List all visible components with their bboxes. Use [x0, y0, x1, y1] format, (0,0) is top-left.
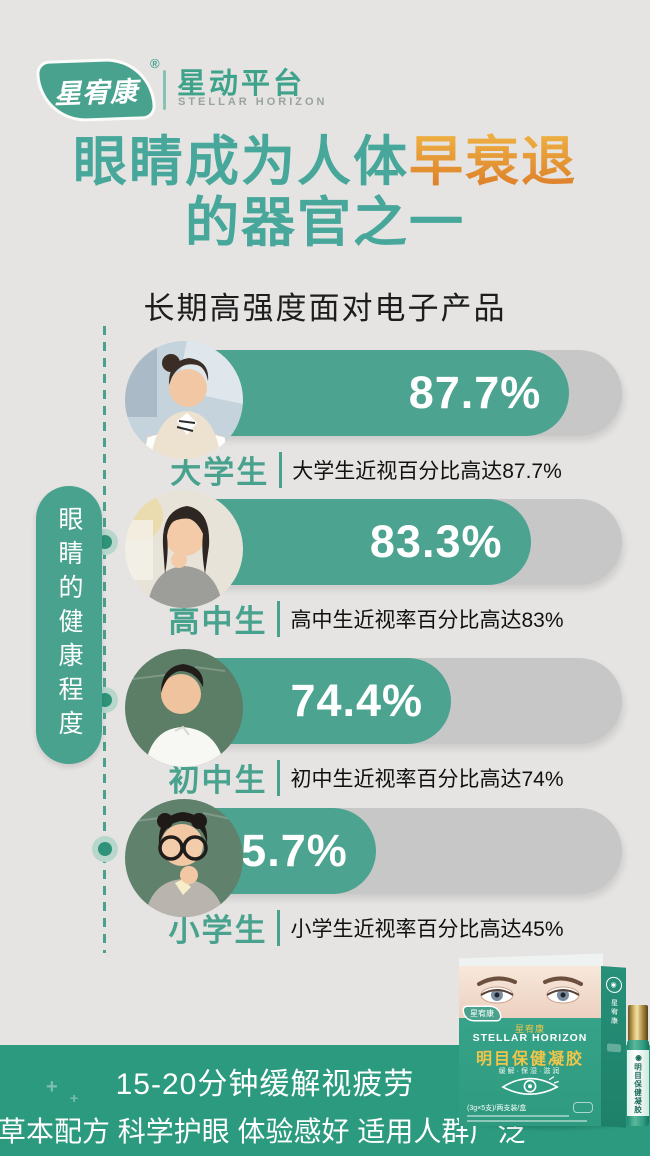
- title-highlight: 早衰退: [409, 132, 577, 192]
- category-description: 大学生近视百分比高达87.7%: [292, 459, 562, 483]
- label-divider: [277, 600, 281, 637]
- eye-icon: [605, 976, 622, 994]
- bar-value-label: 83.3%: [369, 516, 503, 567]
- platform-name: 星动平台: [177, 68, 306, 100]
- box-eyes-photo: [459, 966, 601, 1018]
- bar-value-label: 87.7%: [408, 367, 542, 418]
- box-brand-en: STELLAR HORIZON: [472, 1032, 588, 1044]
- registered-trademark-icon: ®: [150, 56, 160, 71]
- chart-title: 长期高强度面对电子产品: [143, 291, 507, 326]
- category-description: 高中生近视率百分比高达83%: [290, 608, 564, 632]
- box-side-brand: 星宥康: [610, 998, 618, 1027]
- student-photo-primary: [125, 799, 243, 917]
- row-label-middleschool: 初中生 初中生近视率百分比高达74%: [110, 755, 622, 800]
- chart-row-highschool: 83.3% 高中生 高中生近视率百分比高达83%: [0, 490, 650, 640]
- label-divider: [277, 759, 281, 796]
- banner-line1: 15-20分钟缓解视疲劳: [115, 1068, 415, 1101]
- category-label: 大学生: [170, 455, 270, 490]
- title-line2: 的器官之一: [185, 193, 465, 253]
- brand-logo-text: 星宥康: [53, 76, 139, 109]
- y-axis-label: 眼睛的健康程度: [55, 506, 83, 744]
- student-photo-highschool: [125, 490, 243, 608]
- plus-decoration-icon: [46, 1076, 58, 1099]
- box-brand-cn: 星宥康: [514, 1024, 545, 1034]
- category-label: 初中生: [168, 763, 268, 798]
- plus-decoration-icon: [70, 1090, 78, 1106]
- college-student-illustration: [125, 341, 243, 459]
- box-mini-logo: 星宥康: [464, 1007, 500, 1020]
- bottom-banner: 15-20分钟缓解视疲劳 草本配方 科学护眼 体验感好 适用人群广泛: [0, 1045, 650, 1156]
- chart-row-college: 87.7% 大学生 大学生近视百分比高达87.7%: [0, 341, 650, 491]
- highschool-student-illustration: [125, 490, 243, 608]
- banner-line2: 草本配方 科学护眼 体验感好 适用人群广泛: [0, 1116, 526, 1147]
- label-divider: [277, 909, 281, 946]
- label-divider: [279, 451, 283, 488]
- page-title: 眼睛成为人体早衰退 的器官之一: [0, 132, 650, 254]
- category-description: 小学生近视率百分比高达45%: [290, 917, 564, 941]
- row-label-college: 大学生 大学生近视百分比高达87.7%: [110, 447, 622, 492]
- y-axis-label-pill: 眼睛的健康程度: [36, 486, 102, 764]
- category-label: 高中生: [168, 604, 268, 639]
- chart-row-middleschool: 74.4% 初中生 初中生近视率百分比高达74%: [0, 649, 650, 799]
- category-label: 小学生: [168, 913, 268, 948]
- middleschool-student-illustration: [125, 649, 243, 767]
- category-description: 初中生近视率百分比高达74%: [290, 767, 564, 791]
- primary-student-illustration: [125, 799, 243, 917]
- dashed-axis-line: [103, 326, 106, 953]
- banner-text-block: 15-20分钟缓解视疲劳 草本配方 科学护眼 体验感好 适用人群广泛: [0, 1059, 526, 1150]
- row-label-highschool: 高中生 高中生近视率百分比高达83%: [110, 596, 622, 641]
- header-divider: [163, 70, 166, 110]
- title-line1-teal: 眼睛成为人体: [73, 132, 409, 192]
- bar-value-label: 74.4%: [290, 675, 424, 726]
- brand-leaf-logo: 星宥康: [39, 60, 153, 120]
- axis-dot: [92, 836, 118, 862]
- product-box-top: [459, 953, 603, 975]
- chart-row-primary: 45.7% 小学生 小学生近视率百分比高达45%: [0, 799, 650, 949]
- row-label-primary: 小学生 小学生近视率百分比高达45%: [110, 905, 622, 950]
- student-photo-college: [125, 341, 243, 459]
- tube-gold-cap: [628, 1005, 648, 1042]
- student-photo-middleschool: [125, 649, 243, 767]
- platform-name-en: STELLAR HORIZON: [178, 96, 328, 108]
